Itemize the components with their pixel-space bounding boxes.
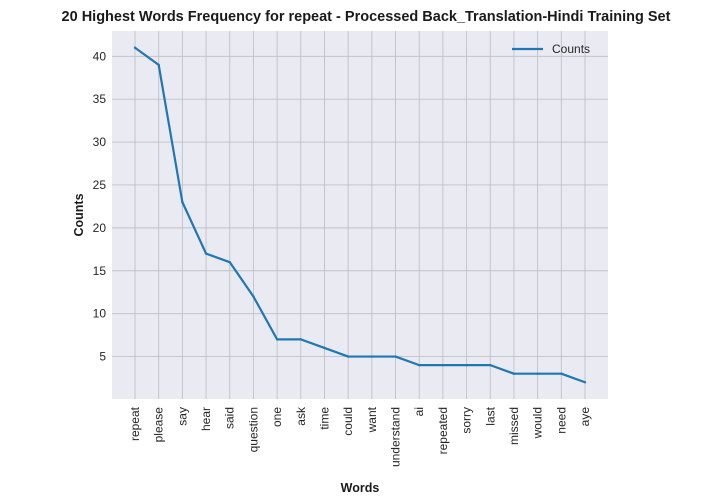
x-tick-label: hear [199, 407, 213, 431]
data-point [441, 363, 445, 367]
data-point [181, 200, 184, 204]
data-point [418, 363, 421, 367]
y-tick-label: 35 [93, 92, 107, 106]
grid [112, 31, 608, 399]
x-tick-label: understand [389, 407, 403, 467]
data-point [323, 346, 326, 350]
data-point [583, 381, 587, 384]
x-tick-label: question [246, 407, 260, 452]
data-point [346, 355, 350, 358]
y-tick-label: 30 [93, 135, 107, 149]
x-axis-label: Words [341, 481, 380, 495]
series-line-counts [134, 46, 586, 384]
x-tick-label: ask [294, 406, 308, 426]
x-tick-label: sorry [460, 407, 474, 434]
data-point [204, 252, 208, 255]
y-tick-label: 40 [93, 49, 107, 63]
data-point [157, 63, 160, 67]
data-point [512, 372, 516, 375]
data-points [133, 46, 587, 384]
data-point [370, 355, 374, 358]
x-tick-label: want [365, 406, 379, 433]
y-tick-label: 10 [93, 307, 107, 321]
x-tick-label: repeat [128, 406, 142, 441]
x-tick-label: please [152, 407, 166, 443]
data-point [560, 372, 563, 375]
data-point [536, 372, 539, 375]
y-axis: 5 10 15 20 25 30 35 40 [93, 49, 107, 363]
data-point [133, 46, 137, 49]
data-point [299, 338, 302, 341]
plot-area [112, 31, 608, 399]
x-tick-label: one [270, 407, 284, 427]
legend-label-counts: Counts [552, 42, 590, 56]
x-axis: repeat please say hear said question one ask tim… [128, 406, 592, 467]
legend: Counts [512, 42, 590, 56]
x-tick-label: last [483, 406, 497, 425]
data-point [228, 260, 231, 264]
x-tick-label: could [341, 407, 355, 436]
x-tick-label: missed [507, 407, 521, 445]
data-point [465, 363, 468, 367]
data-point [252, 295, 255, 298]
y-axis-label: Counts [72, 193, 86, 236]
chart-title: 20 Highest Words Frequency for repeat - … [62, 9, 671, 25]
x-tick-label: would [531, 407, 545, 439]
x-tick-label: need [554, 407, 568, 434]
y-tick-label: 5 [99, 350, 106, 364]
x-tick-label: aye [578, 407, 592, 427]
x-tick-label: time [317, 407, 331, 430]
y-tick-label: 15 [93, 264, 107, 278]
data-point [394, 355, 397, 358]
y-tick-label: 20 [93, 221, 107, 235]
data-point [275, 338, 279, 341]
x-tick-label: repeated [436, 407, 450, 454]
x-tick-label: ai [412, 407, 426, 416]
data-point [489, 363, 492, 367]
x-tick-label: said [223, 407, 237, 429]
x-tick-label: say [175, 407, 189, 426]
y-tick-label: 25 [93, 178, 107, 192]
